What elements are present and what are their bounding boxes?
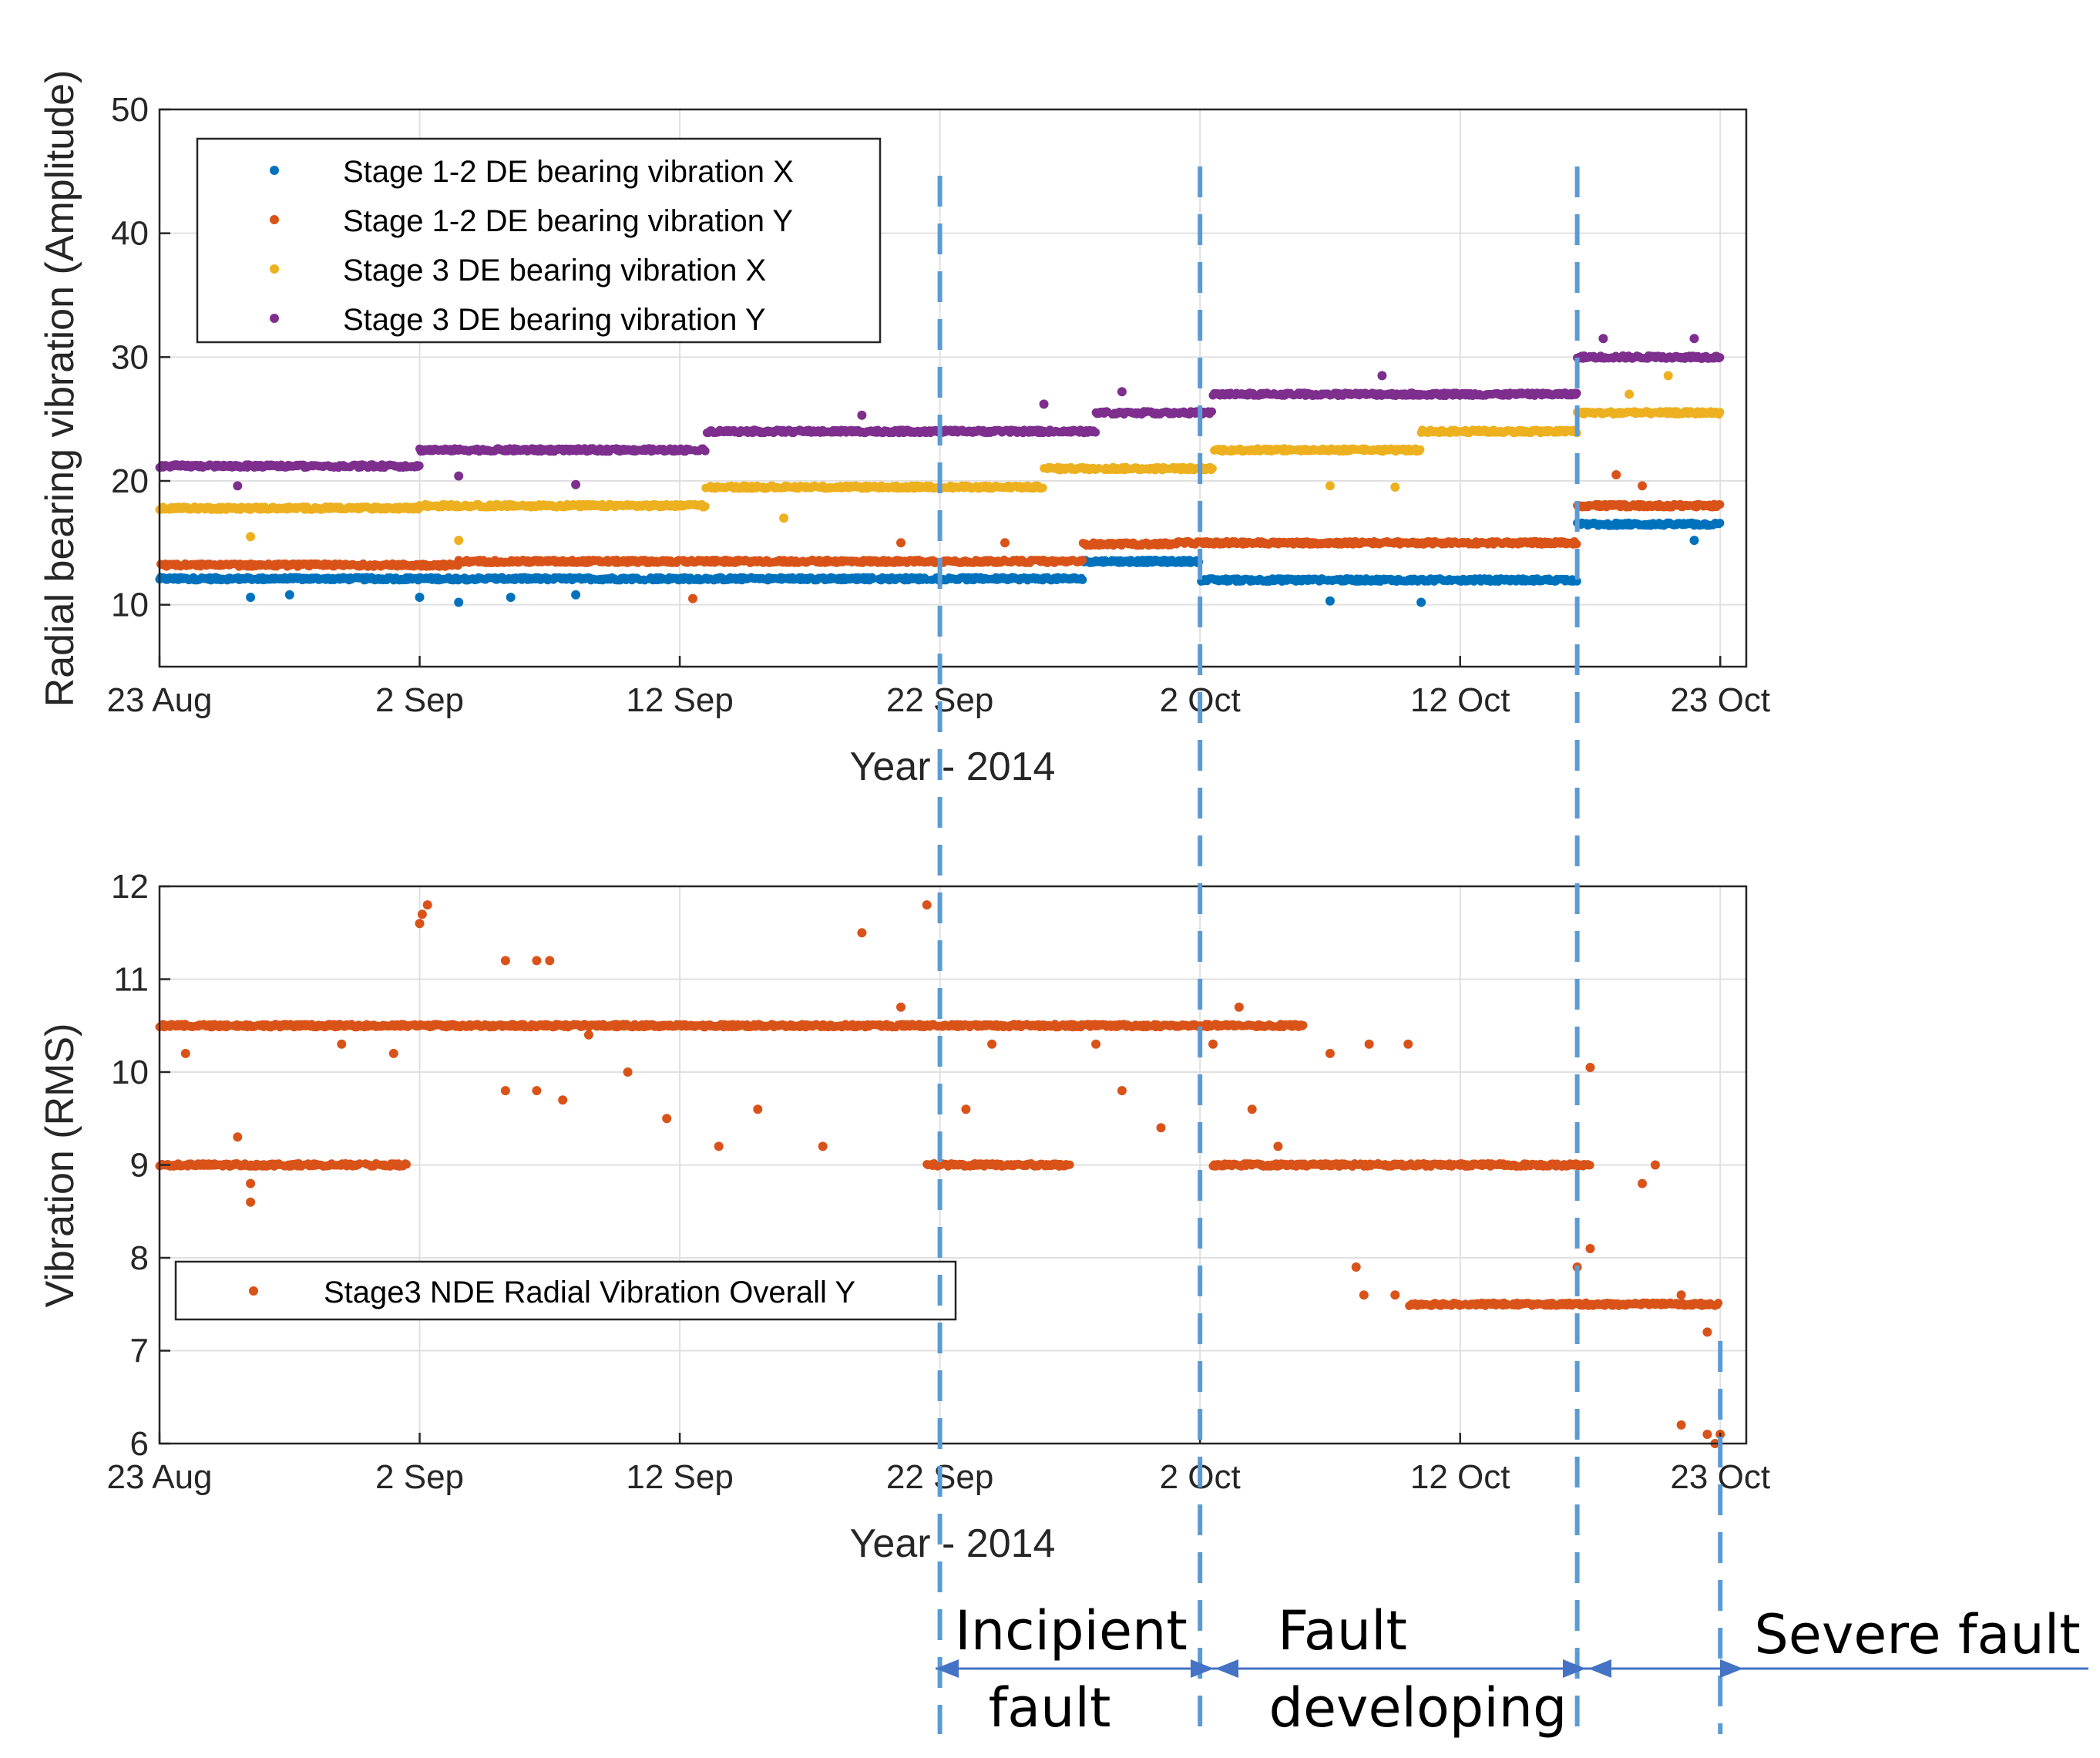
top-s1-outlier-0 <box>688 593 697 603</box>
top-xtick-label-6: 23 Oct <box>1670 681 1770 719</box>
top-s1-outlier-1 <box>896 538 906 548</box>
top-s2-l1-pt214 <box>701 502 710 511</box>
top-s2-outlier-6 <box>1663 371 1673 381</box>
top-s3-l1-pt221 <box>701 446 710 455</box>
top-ytick-label-0: 10 <box>111 587 149 624</box>
top-s0-outlier-4 <box>506 593 516 602</box>
legend-label-s12x: Stage 1-2 DE bearing vibration X <box>343 155 794 189</box>
top-s0-outlier-8 <box>1689 536 1699 546</box>
top-s3-l0-pt194 <box>415 461 424 470</box>
top-xtick-label-2: 12 Sep <box>626 681 733 719</box>
legend-marker-s3x <box>270 264 279 274</box>
top-series <box>155 334 1725 607</box>
top-s3-l6-pt113 <box>1715 353 1725 362</box>
top-s3-l2-pt299 <box>1091 428 1100 437</box>
top-ytick-label-1: 20 <box>111 462 149 500</box>
top-ytick-label-4: 50 <box>111 91 149 129</box>
top-ytick-label-2: 30 <box>111 338 149 376</box>
top-s1-l3-pt302 <box>1572 540 1581 549</box>
top-xtick-label-0: 23 Aug <box>106 681 212 719</box>
top-s1-l4-pt113 <box>1715 500 1725 509</box>
top-s3-outlier-8 <box>1689 334 1699 344</box>
top-s3-outlier-1 <box>454 471 464 481</box>
top-s2-l2-pt253 <box>1038 483 1047 492</box>
top-s2-outlier-0 <box>454 536 464 546</box>
top-s3-l5-pt120 <box>1572 388 1581 398</box>
top-xtick-label-1: 2 Sep <box>375 681 464 719</box>
top-s2-l6-pt111 <box>1715 408 1725 417</box>
top-s2-l3-pt124 <box>1208 464 1217 473</box>
top-s0-outlier-1 <box>284 590 294 600</box>
top-s0-l4-pt110 <box>1715 519 1725 528</box>
top-xtick-label-5: 12 Oct <box>1410 681 1510 719</box>
top-s3-l3-pt81 <box>1208 407 1216 416</box>
top-s3-outlier-3 <box>857 410 867 420</box>
top-s2-outlier-1 <box>246 532 256 542</box>
top-s1-l1-pt478 <box>1078 556 1087 565</box>
legend-label-s3y: Stage 3 DE bearing vibration Y <box>343 303 766 337</box>
top-s0-outlier-6 <box>1325 596 1335 606</box>
top-xlabel: Year - 2014 <box>850 745 1056 789</box>
top-ytick-label-3: 40 <box>111 215 149 253</box>
top-s1-outlier-2 <box>1000 538 1010 548</box>
top-s0-outlier-0 <box>246 593 256 602</box>
bottom-chart: 23 Aug 2 Sep 12 Sep 22 Sep 2 Oct 12 Oct 23 Oct… <box>38 868 1770 1566</box>
legend-marker-s3y <box>270 314 279 323</box>
legend-marker-s12y <box>270 215 279 224</box>
legend-label-s3x: Stage 3 DE bearing vibration X <box>343 254 766 287</box>
top-series-0 <box>155 518 1725 607</box>
top-s2-outlier-5 <box>1625 389 1635 399</box>
top-ylabel: Radial bearing vibration (Amplitude) <box>38 70 82 708</box>
top-s2-l4-pt151 <box>1416 445 1425 454</box>
top-s0-outlier-5 <box>571 590 581 600</box>
top-s0-outlier-2 <box>415 593 425 602</box>
legend-label-s12y: Stage 1-2 DE bearing vibration Y <box>343 204 793 238</box>
top-s2-outlier-2 <box>779 513 789 523</box>
top-s3-outlier-7 <box>1598 334 1608 344</box>
top-s2-outlier-4 <box>1390 482 1400 492</box>
legend-marker-s12x <box>270 166 279 175</box>
top-s0-outlier-3 <box>454 597 464 607</box>
top-s2-outlier-3 <box>1325 481 1335 491</box>
top-s1-outlier-4 <box>1638 481 1647 491</box>
top-s0-l1-pt457 <box>1078 575 1087 584</box>
top-s3-outlier-6 <box>1377 371 1387 381</box>
top-legend: Stage 1-2 DE bearing vibration X Stage 1… <box>196 137 882 344</box>
top-s3-outlier-4 <box>1039 399 1049 409</box>
top-chart: 23 Aug 2 Sep 12 Sep 22 Sep 2 Oct 12 Oct 23 Oct… <box>38 70 1770 789</box>
top-s3-outlier-5 <box>1117 387 1127 397</box>
top-s3-outlier-2 <box>571 479 581 489</box>
top-s3-outlier-0 <box>233 481 243 491</box>
top-s1-outlier-3 <box>1611 470 1621 479</box>
top-s0-outlier-7 <box>1416 597 1426 607</box>
